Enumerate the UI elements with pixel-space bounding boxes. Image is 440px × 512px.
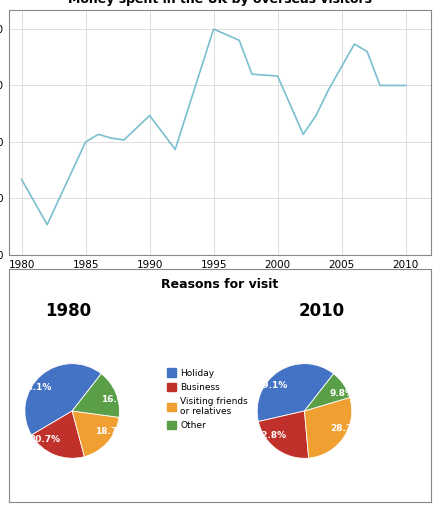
Text: 20.7%: 20.7% (29, 435, 61, 444)
Wedge shape (258, 411, 308, 458)
Text: 16.6%: 16.6% (101, 395, 132, 404)
Text: 28.2%: 28.2% (330, 424, 361, 433)
Wedge shape (257, 364, 334, 421)
Wedge shape (72, 374, 120, 417)
Text: Reasons for visit: Reasons for visit (161, 279, 279, 291)
Text: 44.1%: 44.1% (21, 383, 52, 392)
Title: Money spent in the UK by overseas visitors: Money spent in the UK by overseas visito… (68, 0, 372, 6)
Text: 22.8%: 22.8% (255, 431, 286, 440)
Wedge shape (72, 411, 119, 457)
Legend: Holiday, Business, Visiting friends
or relatives, Other: Holiday, Business, Visiting friends or r… (163, 365, 252, 434)
Wedge shape (304, 374, 350, 411)
X-axis label: Year: Year (208, 274, 232, 284)
Text: 18.7%: 18.7% (95, 427, 127, 436)
Text: 9.8%: 9.8% (330, 389, 355, 398)
Wedge shape (31, 411, 84, 458)
Wedge shape (304, 397, 352, 458)
Text: 39.1%: 39.1% (257, 380, 288, 390)
Text: 1980: 1980 (45, 302, 91, 319)
Text: 2010: 2010 (298, 302, 345, 319)
Wedge shape (25, 364, 101, 435)
